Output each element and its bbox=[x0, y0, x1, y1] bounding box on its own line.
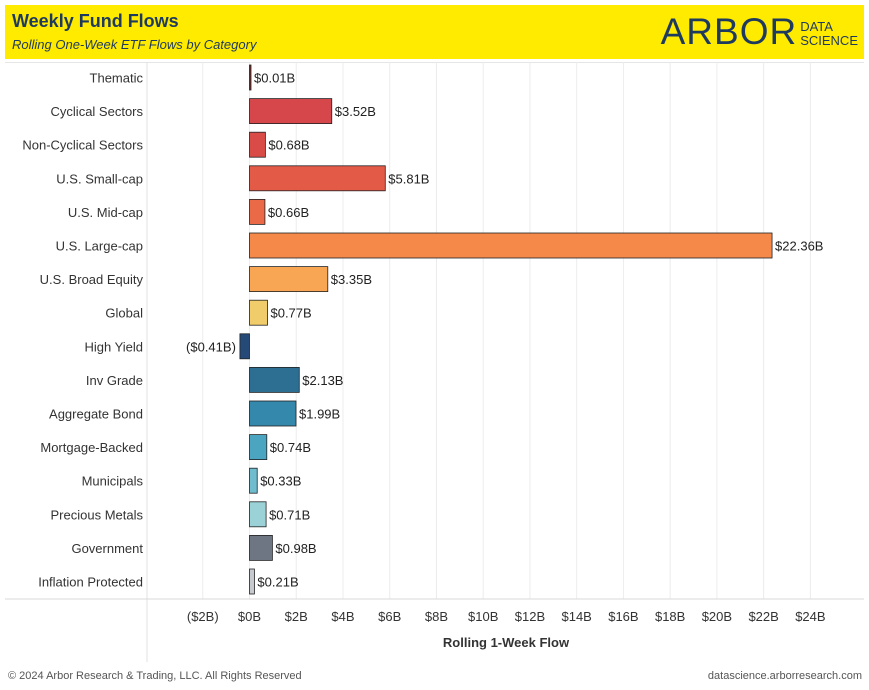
bar bbox=[249, 534, 273, 561]
logo-line-science: SCIENCE bbox=[800, 33, 858, 48]
logo-wordmark: ARBOR bbox=[660, 11, 798, 52]
category-label: U.S. Small-cap bbox=[56, 171, 143, 186]
logo-subtext: DATA SCIENCE bbox=[800, 20, 858, 48]
x-tick-label: $18B bbox=[655, 609, 685, 624]
x-tick-label: $8B bbox=[425, 609, 448, 624]
category-label: Municipals bbox=[82, 474, 144, 489]
x-tick-label: $12B bbox=[515, 609, 545, 624]
bar bbox=[249, 266, 329, 293]
bar bbox=[249, 299, 268, 326]
x-tick-label: $16B bbox=[608, 609, 638, 624]
data-label: $0.68B bbox=[268, 138, 309, 153]
data-label: $3.35B bbox=[331, 272, 372, 287]
fund-flows-chart: Thematic $0.01B Cyclical Sectors $3.52B Non-… bbox=[5, 62, 864, 662]
chart-subtitle: Rolling One-Week ETF Flows by Category bbox=[12, 37, 257, 52]
x-tick-label: $0B bbox=[238, 609, 261, 624]
x-axis-title: Rolling 1-Week Flow bbox=[443, 635, 570, 650]
arbor-logo: ARBOR DATA SCIENCE bbox=[661, 10, 858, 54]
category-label: U.S. Large-cap bbox=[56, 239, 143, 254]
data-label: $2.13B bbox=[302, 373, 343, 388]
logo-line-data: DATA bbox=[800, 19, 833, 34]
data-label: $0.21B bbox=[257, 575, 298, 590]
bar bbox=[249, 198, 266, 225]
bar bbox=[249, 366, 300, 393]
bar bbox=[249, 400, 297, 427]
x-tick-label: $20B bbox=[702, 609, 732, 624]
bar bbox=[249, 98, 333, 124]
bar bbox=[249, 232, 773, 259]
category-label: Inflation Protected bbox=[38, 575, 143, 590]
category-label: Global bbox=[105, 306, 143, 321]
bar bbox=[249, 165, 386, 192]
data-label: $0.71B bbox=[269, 507, 310, 522]
header-divider bbox=[5, 62, 864, 63]
x-tick-label: $2B bbox=[285, 609, 308, 624]
bar bbox=[239, 333, 250, 360]
footer-website: datascience.arborresearch.com bbox=[707, 670, 862, 682]
bar bbox=[249, 501, 267, 528]
category-label: Inv Grade bbox=[86, 373, 143, 388]
category-label: High Yield bbox=[84, 339, 143, 354]
data-label: $3.52B bbox=[335, 104, 376, 119]
x-tick-label: $22B bbox=[748, 609, 778, 624]
data-label: $0.33B bbox=[260, 474, 301, 489]
data-label: $0.74B bbox=[270, 440, 311, 455]
data-label: ($0.41B) bbox=[186, 339, 236, 354]
chart-title: Weekly Fund Flows bbox=[12, 11, 179, 31]
x-tick-label: $4B bbox=[331, 609, 354, 624]
x-tick-label: $6B bbox=[378, 609, 401, 624]
data-label: $1.99B bbox=[299, 407, 340, 422]
category-label: U.S. Mid-cap bbox=[68, 205, 143, 220]
header-banner: Weekly Fund Flows Rolling One-Week ETF F… bbox=[5, 5, 864, 59]
data-label: $0.01B bbox=[254, 71, 295, 86]
bar bbox=[249, 434, 268, 461]
category-label: U.S. Broad Equity bbox=[40, 272, 144, 287]
category-label: Mortgage-Backed bbox=[40, 440, 143, 455]
x-tick-label: ($2B) bbox=[187, 609, 219, 624]
category-label: Aggregate Bond bbox=[49, 407, 143, 422]
bar bbox=[249, 131, 266, 158]
bar bbox=[249, 568, 255, 595]
footer-copyright: © 2024 Arbor Research & Trading, LLC. Al… bbox=[8, 670, 302, 682]
bar bbox=[249, 467, 258, 494]
category-label: Cyclical Sectors bbox=[51, 104, 144, 119]
bar bbox=[249, 64, 252, 91]
category-label: Non-Cyclical Sectors bbox=[22, 138, 143, 153]
category-label: Precious Metals bbox=[51, 507, 144, 522]
data-label: $0.66B bbox=[268, 205, 309, 220]
data-label: $0.98B bbox=[275, 541, 316, 556]
data-label: $5.81B bbox=[388, 171, 429, 186]
data-label: $22.36B bbox=[775, 239, 823, 254]
x-tick-label: $10B bbox=[468, 609, 498, 624]
category-label: Government bbox=[71, 541, 143, 556]
data-label: $0.77B bbox=[270, 306, 311, 321]
x-tick-label: $24B bbox=[795, 609, 825, 624]
x-tick-label: $14B bbox=[561, 609, 591, 624]
category-label: Thematic bbox=[90, 71, 144, 86]
